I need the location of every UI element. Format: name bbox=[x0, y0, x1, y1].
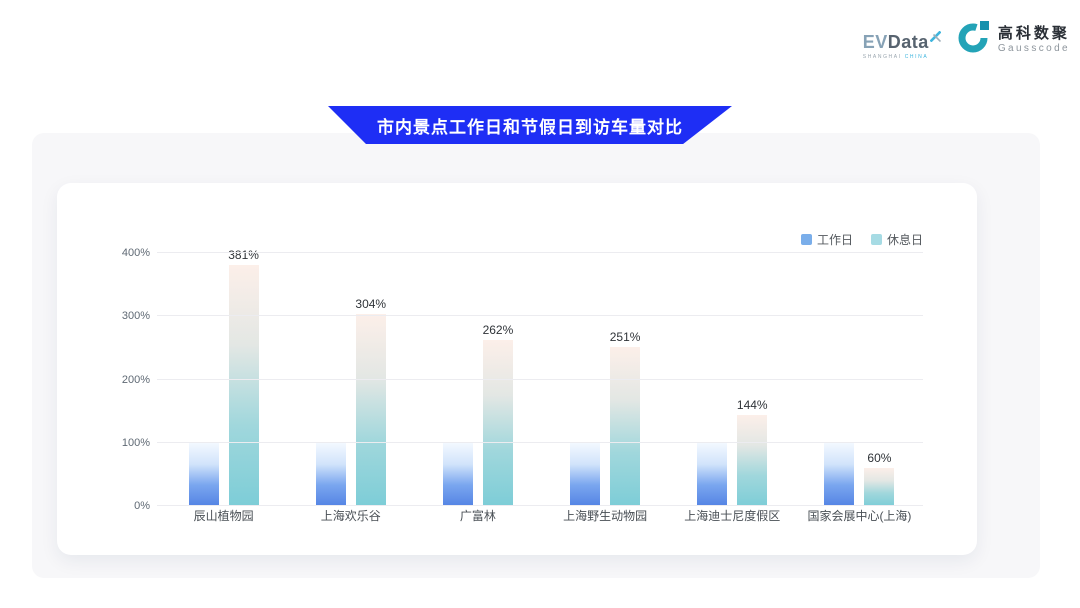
title-banner: 市内景点工作日和节假日到访车量对比 bbox=[328, 106, 732, 144]
bar-value-label: 304% bbox=[355, 296, 387, 311]
legend-swatch bbox=[870, 234, 882, 245]
bar-weekday[interactable] bbox=[442, 442, 473, 506]
y-axis-tick-label: 300% bbox=[121, 310, 150, 323]
evdata-subtext-right: CHINA bbox=[904, 54, 929, 60]
y-axis-tick-label: 100% bbox=[121, 436, 150, 449]
bar-weekday[interactable] bbox=[315, 442, 346, 506]
bar-value-label: 251% bbox=[609, 330, 641, 345]
bar-group: 304% bbox=[287, 253, 414, 506]
gridline bbox=[157, 441, 923, 443]
chart-legend: 工作日 休息日 bbox=[800, 231, 923, 248]
evdata-wordmark-ev: EV bbox=[862, 32, 888, 52]
bar-value-label: 381% bbox=[228, 248, 259, 263]
x-axis-category-label: 辰山植物园 bbox=[193, 509, 254, 523]
bar-weekday[interactable] bbox=[570, 442, 601, 506]
legend-label: 休息日 bbox=[886, 233, 923, 247]
chart-plot: 381% 304% 262% 251% 144% 60% 0% 100% 200% 300% 40… bbox=[122, 247, 923, 512]
legend-swatch bbox=[800, 234, 812, 245]
chart-card: 工作日 休息日 381% 304% 262% 251% 144% 60% 0% 100% 200… bbox=[57, 183, 977, 555]
bar-value-label: 60% bbox=[867, 451, 892, 466]
gridline bbox=[157, 252, 923, 253]
x-axis-category-label: 上海野生动物园 bbox=[563, 509, 648, 523]
evdata-subtext: SHANGHAI CHINA bbox=[863, 54, 941, 60]
page-title: 市内景点工作日和节假日到访车量对比 bbox=[377, 117, 683, 137]
legend-item-weekday[interactable]: 工作日 bbox=[800, 231, 853, 248]
gausscode-name-en: Gausscode bbox=[997, 42, 1070, 54]
x-axis-category-label: 上海迪士尼度假区 bbox=[684, 509, 781, 523]
chart-bars-area: 381% 304% 262% 251% 144% 60% bbox=[160, 248, 923, 506]
y-axis-tick-label: 400% bbox=[121, 247, 150, 259]
bar-group: 262% bbox=[414, 253, 541, 506]
y-axis-tick-label: 0% bbox=[134, 500, 150, 512]
bar-weekend[interactable]: 60% bbox=[864, 451, 895, 506]
gausscode-name-cn: 高科数聚 bbox=[997, 24, 1070, 42]
x-axis-labels: 辰山植物园 上海欢乐谷 广富林 上海野生动物园 上海迪士尼度假区 国家会展中心(上海) bbox=[160, 507, 923, 524]
evdata-x-icon bbox=[929, 27, 942, 45]
bar-group: 60% bbox=[796, 253, 923, 506]
bar-group: 251% bbox=[542, 253, 669, 506]
header-logos: EVData SHANGHAI CHINA 高科数聚 Gausscode bbox=[863, 20, 1070, 60]
bar-weekday[interactable] bbox=[824, 442, 855, 506]
gausscode-logo: 高科数聚 Gausscode bbox=[957, 20, 1070, 59]
gridline bbox=[157, 505, 923, 506]
bar-weekend[interactable]: 251% bbox=[610, 330, 640, 506]
bar-weekend[interactable]: 144% bbox=[737, 398, 768, 506]
content-panel: 工作日 休息日 381% 304% 262% 251% 144% 60% 0% 100% 200… bbox=[32, 133, 1040, 578]
gridline bbox=[157, 315, 923, 317]
bar-weekend[interactable]: 262% bbox=[483, 323, 513, 506]
bar-group: 144% bbox=[669, 253, 796, 506]
x-axis-category-label: 上海欢乐谷 bbox=[320, 509, 381, 523]
legend-label: 工作日 bbox=[816, 233, 853, 247]
bar-group: 381% bbox=[160, 248, 287, 506]
x-axis-category-label: 广富林 bbox=[459, 509, 496, 523]
bar-weekday[interactable] bbox=[697, 442, 728, 506]
gausscode-icon bbox=[957, 20, 991, 59]
bar-value-label: 144% bbox=[736, 397, 768, 412]
legend-item-weekend[interactable]: 休息日 bbox=[870, 231, 923, 248]
bar-weekend[interactable]: 304% bbox=[355, 297, 386, 506]
evdata-wordmark: EVData bbox=[862, 27, 942, 52]
evdata-logo: EVData SHANGHAI CHINA bbox=[862, 27, 942, 60]
evdata-subtext-left: SHANGHAI bbox=[862, 54, 902, 60]
bar-weekday[interactable] bbox=[188, 442, 219, 506]
bar-value-label: 262% bbox=[482, 323, 514, 338]
gridline bbox=[157, 378, 923, 380]
evdata-wordmark-data: Data bbox=[887, 32, 929, 52]
y-axis-tick-label: 200% bbox=[121, 373, 150, 386]
bar-weekend[interactable]: 381% bbox=[228, 248, 259, 506]
x-axis-category-label: 国家会展中心(上海) bbox=[807, 509, 912, 523]
